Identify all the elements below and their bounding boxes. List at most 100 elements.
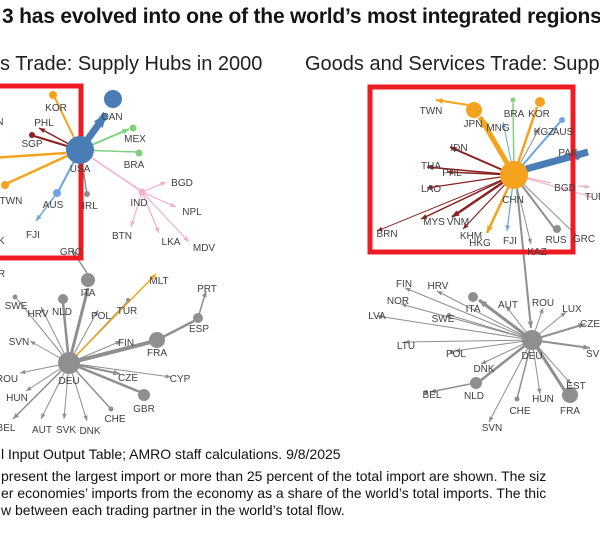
- economy-node: [58, 294, 68, 304]
- economy-label-NOR: NOR: [387, 296, 409, 307]
- economy-label-TWN: TWN: [420, 106, 443, 117]
- edge-arrowhead: [447, 169, 454, 175]
- economy-label-BGD: BGD: [171, 178, 193, 189]
- edge-arrowhead: [82, 288, 90, 297]
- economy-node: [522, 330, 542, 350]
- economy-label-KOR: KOR: [528, 109, 550, 120]
- economy-label-HUN: HUN: [532, 394, 554, 405]
- edge-arrowhead: [427, 184, 433, 190]
- note-line-1: present the largest import or more than …: [1, 468, 547, 484]
- trade-edge: [130, 191, 143, 228]
- economy-label-AUT: AUT: [32, 425, 52, 436]
- edge-arrowhead: [150, 274, 156, 280]
- economy-label-CZE: CZE: [118, 373, 138, 384]
- edge-arrowhead: [41, 307, 46, 313]
- economy-node: [535, 97, 545, 107]
- economy-label-MYS: MYS: [423, 217, 445, 228]
- edge-arrowhead: [201, 291, 207, 298]
- economy-node: [138, 188, 146, 196]
- economy-label-FJI: FJI: [26, 230, 40, 241]
- economy-node: [84, 191, 90, 197]
- economy-node: [514, 396, 520, 402]
- trade-edge: [403, 339, 533, 343]
- edge-arrowhead: [437, 291, 443, 296]
- economy-label-KGZ: KGZ: [534, 127, 555, 138]
- economy-node: [562, 387, 578, 403]
- edge-arrowhead: [537, 388, 542, 394]
- economy-label-MLT: MLT: [149, 276, 168, 287]
- economy-label-DEU: DEU: [521, 351, 542, 362]
- economy-label-GRC: GRC: [573, 234, 595, 245]
- economy-label-ROU: ROU: [0, 374, 18, 385]
- economy-node: [126, 298, 130, 302]
- edge-arrowhead: [93, 310, 98, 316]
- edge-arrowhead: [39, 128, 46, 133]
- economy-label-FRA: FRA: [560, 406, 580, 417]
- economy-node: [447, 313, 451, 317]
- trade-edge: [516, 339, 533, 400]
- economy-node: [108, 406, 114, 412]
- economy-label-LKA: LKA: [162, 237, 181, 248]
- left-chart-subtitle: s Trade: Supply Hubs in 2000: [0, 53, 263, 75]
- economy-node: [149, 332, 165, 348]
- economy-node: [424, 390, 428, 394]
- economy-label-GBR: GBR: [133, 404, 155, 415]
- edge-arrowhead: [20, 369, 26, 375]
- economy-node: [53, 189, 61, 197]
- edge-arrowhead: [377, 226, 383, 232]
- economy-label-AUT: AUT: [498, 300, 518, 311]
- highlight-box: [367, 84, 576, 255]
- economy-label-LTU: LTU: [397, 341, 415, 352]
- economy-label-THA: THA: [421, 161, 441, 172]
- economy-label-NPL: NPL: [182, 207, 202, 218]
- economy-label-NOR: NOR: [0, 269, 5, 280]
- economy-label-CZE: CZE: [580, 319, 600, 330]
- economy-node: [81, 273, 95, 287]
- edge-arrowhead: [501, 122, 507, 128]
- trade-edge: [68, 361, 141, 394]
- edge-arrowhead: [427, 165, 434, 170]
- economy-label-GRC: GRC: [60, 247, 82, 258]
- edge-arrowhead: [93, 114, 106, 128]
- edge-arrowhead: [436, 98, 443, 104]
- economy-label-VNM: VNM: [447, 217, 469, 228]
- edge-arrowhead: [481, 359, 487, 364]
- economy-label-TUR: TUR: [585, 192, 600, 203]
- economy-label-PHL: PHL: [442, 168, 462, 179]
- edge-arrowhead: [41, 413, 46, 419]
- trade-edge: [488, 339, 533, 423]
- economy-label-FIN: FIN: [396, 279, 412, 290]
- edge-arrowhead: [26, 386, 32, 391]
- edge-arrowhead: [577, 323, 585, 329]
- edge-arrowhead: [450, 147, 458, 153]
- economy-node: [559, 117, 565, 123]
- economy-label-CHN: CHN: [502, 195, 524, 206]
- trade-edge: [448, 314, 533, 341]
- economy-label-JPN: JPN: [464, 119, 483, 130]
- source-note: l Input Output Table; AMRO staff calcula…: [1, 446, 341, 462]
- economy-label-DNK: DNK: [79, 426, 100, 437]
- edge-arrowhead: [463, 223, 469, 229]
- trade-edge: [429, 383, 471, 393]
- edge-arrowhead: [479, 300, 488, 308]
- economy-label-IRL: IRL: [82, 201, 98, 212]
- economy-node: [129, 124, 137, 132]
- economy-label-CHE: CHE: [104, 414, 125, 425]
- edge-arrowhead: [573, 150, 588, 161]
- economy-node: [104, 90, 122, 108]
- edge-arrowhead: [584, 184, 590, 189]
- economy-node: [66, 136, 94, 164]
- economy-label-MNG: MNG: [486, 123, 510, 134]
- edge-arrowhead: [489, 416, 494, 422]
- economy-label-SWE: SWE: [432, 314, 455, 325]
- trade-edge: [516, 188, 532, 329]
- economy-label-LVA: LVA: [368, 311, 386, 322]
- edge-arrowhead: [565, 378, 571, 384]
- economy-label-RUS: RUS: [545, 235, 566, 246]
- economy-node: [468, 292, 478, 302]
- trade-edge: [68, 340, 152, 365]
- economy-node: [49, 91, 57, 99]
- economy-label-BRA: BRA: [504, 109, 525, 120]
- trade-edge: [426, 174, 515, 189]
